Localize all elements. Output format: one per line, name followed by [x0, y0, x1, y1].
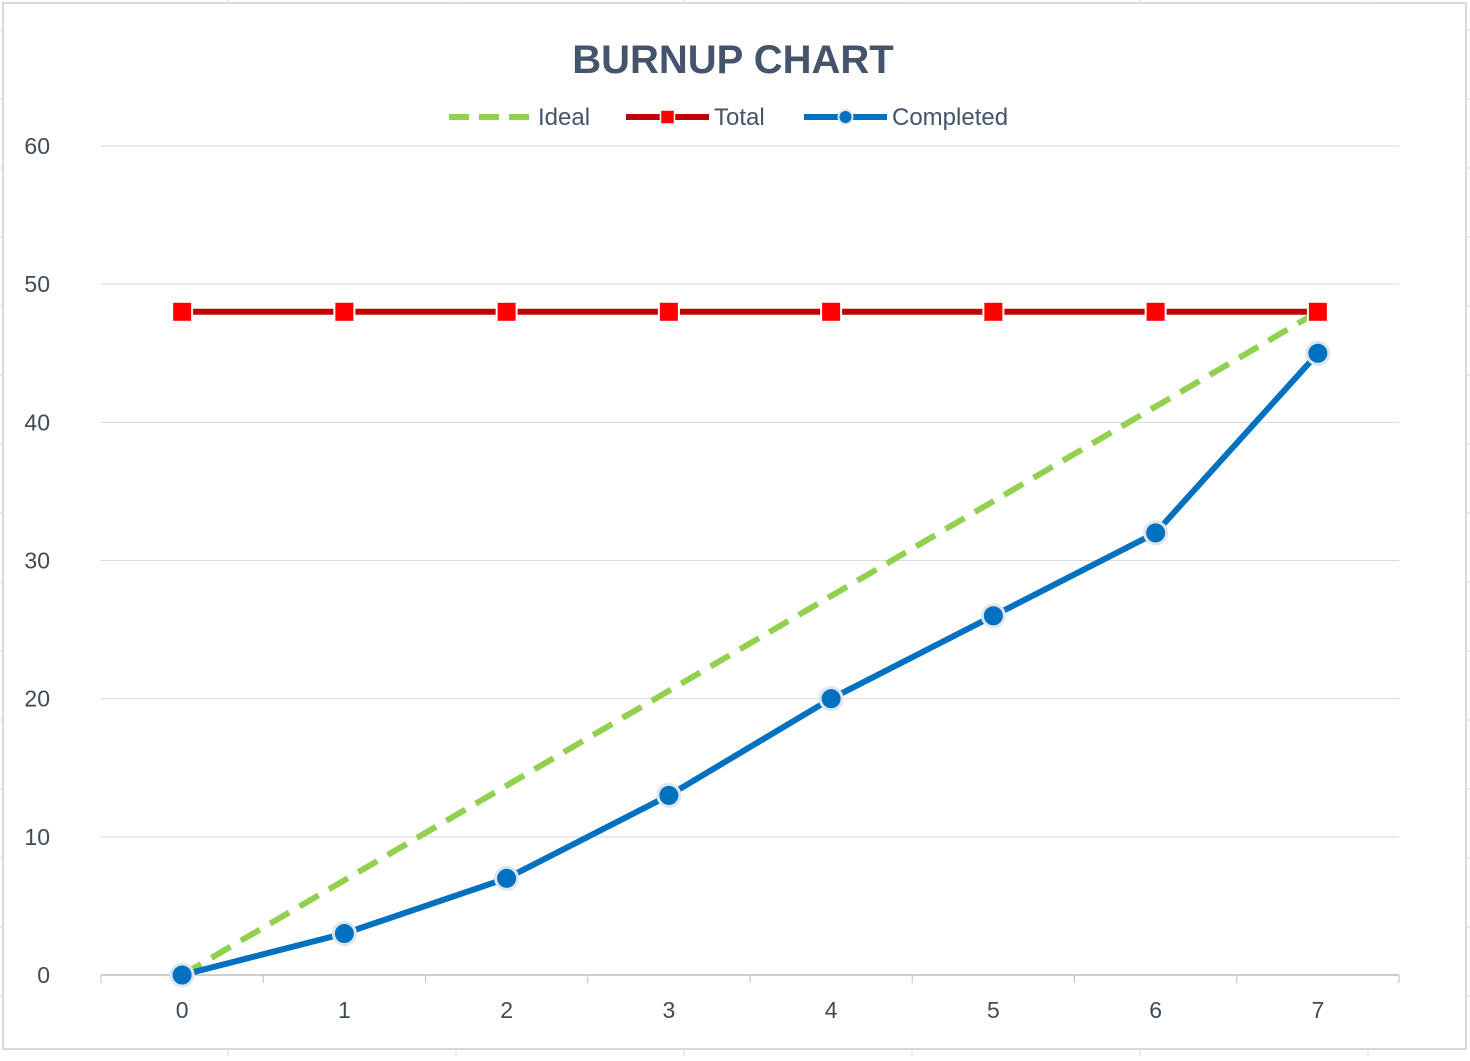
x-tick-label-4: 4	[825, 997, 838, 1023]
x-tick-label-7: 7	[1311, 997, 1324, 1023]
y-tick-label-10: 10	[24, 824, 50, 850]
legend-label-total: Total	[714, 104, 765, 131]
point-total-4	[820, 300, 843, 323]
point-completed-5	[980, 603, 1006, 629]
series-line-ideal	[180, 309, 1320, 978]
y-tick-label-50: 50	[24, 271, 50, 297]
point-completed-4	[818, 686, 844, 712]
point-total-2	[495, 300, 518, 323]
y-tick-label-30: 30	[24, 548, 50, 574]
legend-label-completed: Completed	[892, 104, 1008, 131]
point-total-1	[333, 300, 356, 323]
x-axis: 0 1 2 3 4 5 6 7	[100, 975, 1400, 1023]
series-line-completed	[181, 351, 1321, 978]
legend-label-ideal: Ideal	[538, 104, 590, 131]
y-tick-label-0: 0	[37, 962, 50, 988]
point-total-7	[1306, 300, 1329, 323]
point-completed-7	[1305, 340, 1331, 366]
point-completed-1	[331, 921, 357, 947]
x-tick-label-3: 3	[662, 997, 675, 1023]
chart-legend: Ideal Total Completed	[449, 104, 1008, 131]
point-completed-2	[494, 865, 520, 891]
legend-marker-total	[659, 109, 676, 125]
legend-marker-completed	[837, 109, 854, 125]
y-tick-label-40: 40	[24, 409, 50, 435]
x-tick-label-6: 6	[1149, 997, 1162, 1023]
series-total	[171, 300, 1329, 323]
legend-entry-total: Total	[626, 104, 765, 131]
chart-title: BURNUP CHART	[572, 38, 893, 82]
legend-entry-completed: Completed	[804, 104, 1008, 131]
point-completed-0	[169, 962, 195, 988]
y-axis-ticks: 0 10 20 30 40 50 60	[24, 133, 50, 988]
point-completed-3	[656, 782, 682, 808]
point-total-0	[171, 300, 194, 323]
legend-entry-ideal: Ideal	[449, 104, 590, 131]
series-layer	[169, 300, 1331, 988]
point-completed-6	[1143, 520, 1169, 546]
x-tick-label-5: 5	[987, 997, 1000, 1023]
y-tick-label-20: 20	[24, 686, 50, 712]
point-total-5	[982, 300, 1005, 323]
point-total-6	[1144, 300, 1167, 323]
x-tick-label-1: 1	[338, 997, 351, 1023]
point-total-3	[657, 300, 680, 323]
series-ideal	[180, 309, 1320, 978]
x-tick-label-2: 2	[500, 997, 513, 1023]
y-tick-label-60: 60	[24, 133, 50, 159]
series-completed	[169, 340, 1331, 988]
x-tick-label-0: 0	[176, 997, 189, 1023]
